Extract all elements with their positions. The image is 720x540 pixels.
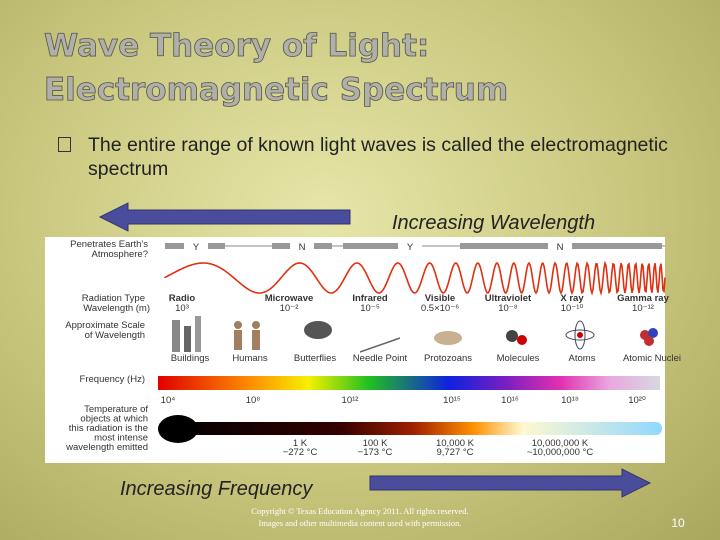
row-label: Penetrates Earth's	[70, 239, 148, 250]
wave	[164, 260, 666, 297]
row-label: Frequency (Hz)	[80, 374, 145, 385]
temperature-kelvin: 100 K	[363, 438, 388, 449]
row-label: of Wavelength	[85, 330, 145, 341]
arrow-label: Increasing Frequency	[120, 478, 313, 500]
temperature-celsius: −173 °C	[358, 447, 393, 458]
penetration-value: N	[557, 242, 564, 253]
scale-label: Atoms	[569, 353, 596, 364]
scale-icon	[359, 337, 401, 353]
copyright: Copyright © Texas Education Agency 2011.…	[251, 506, 468, 516]
temperature-celsius: ~10,000,000 °C	[527, 447, 594, 458]
scale-icon	[517, 335, 527, 345]
band-name: Infrared	[352, 293, 388, 304]
row-label: Atmosphere?	[91, 249, 148, 260]
band-wavelength: 10⁻²	[280, 303, 299, 314]
scale-label: Humans	[232, 353, 268, 364]
band-wavelength: 10⁻¹²	[632, 303, 654, 314]
scale-icon	[195, 316, 201, 352]
band-name: X ray	[560, 293, 584, 304]
scale-icon	[648, 328, 658, 338]
frequency-label: 10⁴	[161, 395, 176, 406]
row-label: objects at which	[80, 414, 148, 425]
scale-icon	[644, 336, 654, 346]
bullet-marker	[58, 137, 71, 152]
penetration-segment	[343, 243, 403, 249]
band-wavelength: 10³	[175, 303, 189, 314]
scale-icon	[565, 329, 595, 341]
frequency-label: 10⁸	[246, 395, 261, 406]
frequency-label: 10¹⁸	[561, 395, 579, 406]
penetration-box	[290, 242, 314, 250]
temperature-end	[158, 415, 198, 443]
scale-icon	[184, 326, 191, 352]
band-name: Radio	[169, 293, 196, 304]
temperature-kelvin: 10,000 K	[436, 438, 475, 449]
row-label: Temperature of	[84, 404, 148, 415]
scale-icon	[304, 321, 332, 339]
temperature-celsius: 9,727 °C	[436, 447, 473, 458]
penetration-box	[398, 242, 422, 250]
page-number: 10	[671, 516, 685, 530]
frequency-label: 10²⁰	[628, 395, 646, 406]
title-line: Electromagnetic Spectrum	[44, 72, 508, 108]
scale-label: Butterflies	[294, 353, 336, 364]
row-label: Approximate Scale	[65, 320, 145, 331]
frequency-label: 10¹⁶	[501, 395, 519, 406]
penetration-value: Y	[407, 242, 414, 253]
band-wavelength: 10⁻⁵	[360, 303, 380, 314]
temperature-celsius: −272 °C	[283, 447, 318, 458]
band-name: Ultraviolet	[485, 293, 532, 304]
band-wavelength: 10⁻¹⁰	[561, 303, 584, 314]
left-arrow	[98, 202, 351, 232]
frequency-label: 10¹²	[342, 395, 359, 406]
scale-label: Needle Point	[353, 353, 408, 364]
scale-icon	[252, 321, 260, 329]
band-name: Microwave	[265, 293, 314, 304]
bullet-text: The entire range of known light waves is…	[88, 134, 668, 180]
spectrum-bar	[158, 376, 660, 390]
scale-icon	[252, 330, 260, 350]
scale-icon	[172, 320, 180, 352]
scale-icon	[434, 331, 462, 345]
arrow-label: Increasing Wavelength	[392, 212, 595, 234]
band-wavelength: 0.5×10⁻⁶	[421, 303, 459, 314]
temperature-bar	[165, 422, 662, 435]
band-name: Visible	[425, 293, 455, 304]
title-line: Wave Theory of Light:	[44, 28, 429, 64]
row-label: most intense	[94, 433, 148, 444]
scale-icon	[506, 330, 518, 342]
scale-label: Buildings	[171, 353, 210, 364]
penetration-value: N	[299, 242, 306, 253]
scale-icon	[234, 321, 242, 329]
penetration-box	[184, 242, 208, 250]
row-label: wavelength emitted	[65, 442, 148, 453]
scale-label: Protozoans	[424, 353, 472, 364]
scale-label: Atomic Nuclei	[623, 353, 681, 364]
scale-icon	[574, 320, 586, 350]
band-wavelength: 10⁻⁸	[498, 303, 518, 314]
penetration-value: Y	[193, 242, 200, 253]
penetration-box	[548, 242, 572, 250]
temperature-kelvin: 1 K	[293, 438, 308, 449]
copyright: Images and other multimedia content used…	[258, 518, 461, 528]
scale-icon	[234, 330, 242, 350]
row-label: Radiation Type	[82, 293, 145, 304]
row-label: this radiation is the	[69, 423, 148, 434]
frequency-label: 10¹⁵	[443, 395, 461, 406]
scale-icon	[577, 332, 583, 338]
scale-label: Molecules	[497, 353, 540, 364]
temperature-kelvin: 10,000,000 K	[532, 438, 589, 449]
band-name: Gamma ray	[617, 293, 669, 304]
right-arrow	[369, 468, 652, 498]
row-label: Wavelength (m)	[83, 303, 150, 314]
